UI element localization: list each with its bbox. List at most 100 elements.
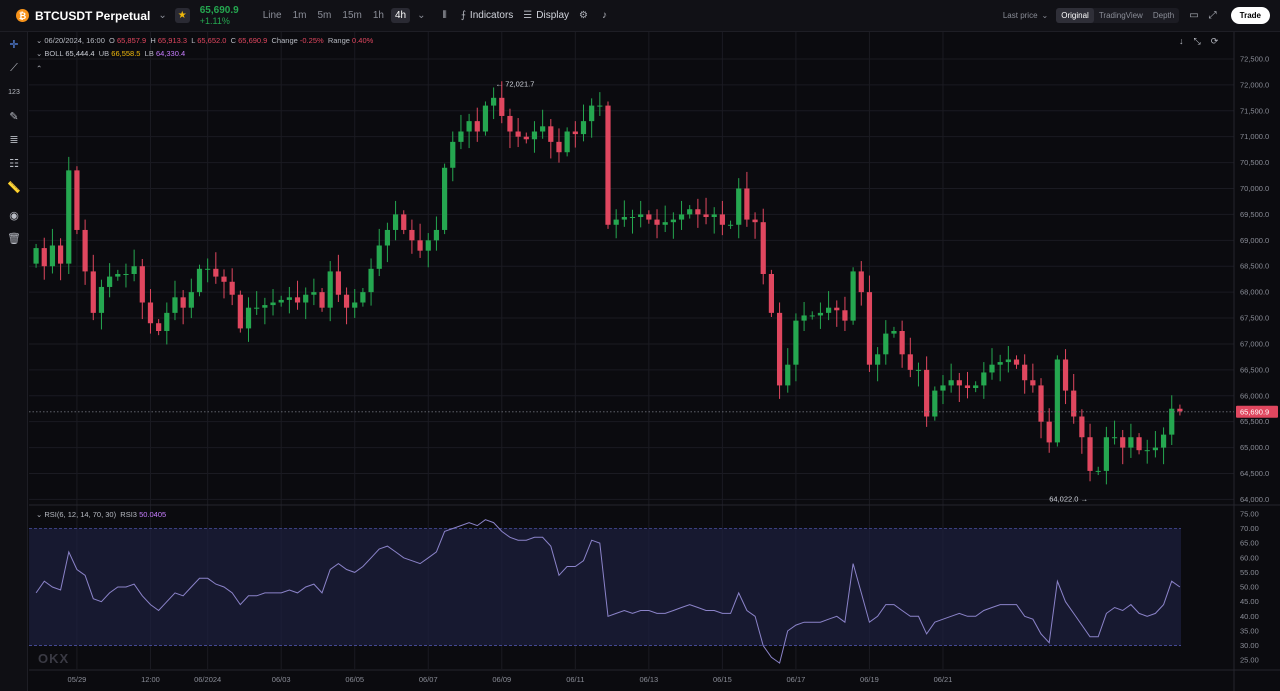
- last-price-tag-label: 65,690.9: [1240, 407, 1269, 416]
- price-tick-label: 72,000.0: [1240, 80, 1269, 89]
- candle-body: [842, 310, 848, 321]
- candle-body: [817, 312, 824, 316]
- crosshair-icon[interactable]: ✛: [9, 38, 19, 51]
- view-switch: Original TradingView Depth: [1056, 8, 1180, 23]
- candle-body: [793, 320, 799, 365]
- watermark-logo: OKX: [38, 651, 70, 666]
- candle-body: [1095, 470, 1101, 472]
- price-chart[interactable]: 72,500.0 72,000.0 71,500.0 71,000.0 70,500.0…: [29, 32, 1280, 691]
- candle-body: [670, 219, 676, 223]
- legend-change: -0.25%: [299, 36, 324, 45]
- pattern-icon[interactable]: ≣: [9, 133, 19, 146]
- fullscreen-icon[interactable]: ⤢: [1208, 10, 1217, 21]
- price-tick-label: 71,500.0: [1240, 106, 1269, 115]
- time-tick-label: 06/05: [345, 675, 364, 684]
- chevron-icon[interactable]: ⌄: [36, 49, 43, 58]
- projection-icon[interactable]: ☷: [9, 157, 19, 170]
- indicators-button[interactable]: ⨍ Indicators: [461, 10, 514, 21]
- timeframe-1h[interactable]: 1h: [372, 10, 384, 21]
- legend-low: 65,652.0: [197, 36, 227, 45]
- last-price-tag: [1236, 405, 1278, 418]
- trash-icon[interactable]: 🗑: [7, 232, 21, 245]
- candle-body: [736, 188, 742, 225]
- candle-body: [727, 224, 734, 226]
- time-tick-label: 05/29: [68, 675, 87, 684]
- timeframe-5m[interactable]: 5m: [317, 10, 332, 21]
- chevron-down-icon[interactable]: ⌄: [417, 10, 426, 21]
- chevron-icon[interactable]: ⌄: [36, 510, 43, 519]
- chevron-down-icon[interactable]: ⌄: [1041, 11, 1049, 20]
- candle-body: [66, 170, 72, 264]
- candle-body: [948, 380, 954, 386]
- window-icon[interactable]: ▭: [1189, 10, 1199, 21]
- candle-body: [196, 268, 203, 293]
- timeframe-4h[interactable]: 4h: [390, 8, 411, 23]
- chart-type-button[interactable]: ⫴: [443, 10, 451, 21]
- candle-body: [384, 229, 391, 246]
- symbol-selector[interactable]: ₿ BTCUSDT Perpetual ⌄: [16, 9, 167, 23]
- view-tradingview[interactable]: TradingView: [1098, 11, 1143, 20]
- collapse-icon[interactable]: ⤡: [1193, 36, 1201, 46]
- candle-body: [776, 312, 783, 386]
- candle-body: [352, 302, 358, 308]
- candle-body: [646, 214, 652, 220]
- collapse-legend-icon[interactable]: ⌃: [36, 64, 43, 73]
- legend-range: 0.40%: [352, 36, 374, 45]
- candle-body: [1005, 359, 1011, 363]
- candle-body: [1071, 390, 1077, 417]
- legend-high: 65,913.3: [157, 36, 188, 45]
- display-button[interactable]: ☰ Display: [523, 10, 569, 21]
- settings-button[interactable]: ⚙: [579, 10, 592, 21]
- time-tick-label: 06/19: [860, 675, 879, 684]
- rsi-tick-label: 60.00: [1240, 553, 1259, 562]
- candle-body: [540, 126, 546, 132]
- trade-button[interactable]: Trade: [1230, 7, 1270, 24]
- candle-body: [1120, 437, 1126, 448]
- candle-body: [1136, 437, 1142, 451]
- rsi-tick-label: 40.00: [1240, 612, 1259, 621]
- time-tick-label: 06/2024: [194, 675, 221, 684]
- candle-body: [286, 297, 292, 300]
- candle-body: [278, 299, 284, 303]
- candle-body: [858, 271, 864, 293]
- candle-body: [915, 369, 922, 371]
- brush-icon[interactable]: ✎: [9, 110, 19, 123]
- price-tick-label: 69,000.0: [1240, 236, 1269, 245]
- candle-body: [932, 390, 938, 417]
- timeframe-15m[interactable]: 15m: [342, 10, 362, 21]
- view-original[interactable]: Original: [1056, 8, 1094, 23]
- download-icon[interactable]: ↓: [1179, 36, 1184, 46]
- alert-button[interactable]: ♪: [602, 10, 611, 21]
- candle-body: [237, 294, 243, 329]
- candle-body: [131, 266, 137, 274]
- time-tick-label: 06/09: [492, 675, 511, 684]
- timeframe-line[interactable]: Line: [262, 10, 282, 21]
- favorite-star-icon[interactable]: ★: [174, 8, 190, 23]
- chevron-down-icon[interactable]: ⌄: [158, 10, 167, 21]
- chevron-icon[interactable]: ⌄: [36, 36, 43, 45]
- candle-body: [205, 268, 211, 270]
- indicators-label: Indicators: [469, 10, 514, 21]
- view-depth[interactable]: Depth: [1152, 11, 1175, 20]
- timeframe-1m[interactable]: 1m: [292, 10, 307, 21]
- fib-icon[interactable]: 123: [8, 88, 20, 96]
- candle-body: [801, 315, 807, 321]
- candle-body: [613, 219, 619, 225]
- candle-body: [760, 222, 766, 274]
- timeframe-selector: Line 1m 5m 15m 1h 4h ⌄: [259, 8, 433, 23]
- last-price-select[interactable]: Last price: [1002, 11, 1038, 20]
- candle-body: [180, 297, 186, 308]
- candle-body: [164, 312, 170, 331]
- candle-body: [450, 141, 456, 168]
- ruler-icon[interactable]: 📏: [7, 181, 21, 194]
- trendline-icon[interactable]: ⟋: [10, 61, 18, 74]
- time-tick-label: 06/15: [713, 675, 732, 684]
- candle-body: [319, 292, 325, 308]
- candle-body: [417, 240, 423, 251]
- candle-body: [139, 266, 145, 303]
- candle-body: [924, 369, 930, 417]
- candle-body: [834, 307, 840, 311]
- refresh-icon[interactable]: ⟳: [1210, 36, 1219, 46]
- eye-icon[interactable]: ◉: [9, 209, 19, 222]
- chart-area[interactable]: 72,500.0 72,000.0 71,500.0 71,000.0 70,500.0…: [29, 32, 1280, 691]
